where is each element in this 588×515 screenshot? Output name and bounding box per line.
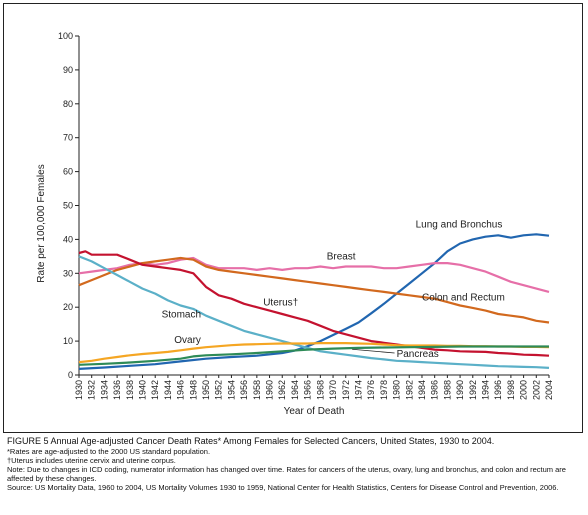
caption-note-rates: *Rates are age-adjusted to the 2000 US s… xyxy=(7,447,211,456)
x-tick-label: 1998 xyxy=(506,380,516,400)
series-label-ovary: Ovary xyxy=(174,335,201,346)
y-tick-label: 70 xyxy=(63,133,73,143)
x-tick-label: 1974 xyxy=(353,380,363,400)
y-tick-label: 100 xyxy=(58,31,73,41)
pancreas-leader-line xyxy=(352,348,395,354)
caption-note-uterus: †Uterus includes uterine cervix and uter… xyxy=(7,456,176,465)
y-tick-label: 80 xyxy=(63,99,73,109)
chart-frame: 0 10 20 30 40 50 60 70 80 90 100 1930 1932 1934 1936 19… xyxy=(3,3,583,433)
y-tick-label: 30 xyxy=(63,268,73,278)
x-tick-label: 1972 xyxy=(341,380,351,400)
series-label-uterus: Uterus† xyxy=(263,298,298,309)
y-tick-label: 20 xyxy=(63,302,73,312)
x-tick-label: 1984 xyxy=(417,380,427,400)
series-line-breast xyxy=(78,256,550,293)
x-tick-label: 1994 xyxy=(480,380,490,400)
series-line-pancreas xyxy=(78,345,549,366)
x-tick-label: 1986 xyxy=(430,380,440,400)
x-tick-label: 1958 xyxy=(252,380,262,400)
x-tick-label: 1940 xyxy=(138,380,148,400)
x-tick-label: 1988 xyxy=(442,380,452,400)
series-line-colon-and-rectum xyxy=(78,256,550,324)
y-tick-label: 90 xyxy=(63,65,73,75)
series-label-colon-and-rectum: Colon and Rectum xyxy=(422,292,505,303)
x-tick-label: 1942 xyxy=(150,380,160,400)
series-label-stomach: Stomach xyxy=(162,309,201,320)
series-line-lung-and-bronchus xyxy=(78,233,550,370)
y-tick-label: 10 xyxy=(63,336,73,346)
x-tick-label: 1934 xyxy=(99,380,109,400)
x-tick-label: 2000 xyxy=(519,380,529,400)
x-tick-label: 1980 xyxy=(392,380,402,400)
x-tick-label: 1956 xyxy=(239,380,249,400)
y-tick-label: 40 xyxy=(63,234,73,244)
x-tick-label: 1960 xyxy=(265,380,275,400)
figure-caption: FIGURE 5 Annual Age-adjusted Cancer Deat… xyxy=(7,436,583,492)
caption-note-source: Source: US Mortality Data, 1960 to 2004,… xyxy=(7,483,559,492)
x-tick-label: 2004 xyxy=(544,380,554,400)
y-tick-label: 50 xyxy=(63,201,73,211)
x-tick-label: 2002 xyxy=(531,380,541,400)
x-tick-label: 1938 xyxy=(125,380,135,400)
x-tick-label: 1992 xyxy=(468,380,478,400)
x-tick-label: 1966 xyxy=(303,380,313,400)
x-tick-label: 1936 xyxy=(112,380,122,400)
caption-title: FIGURE 5 Annual Age-adjusted Cancer Deat… xyxy=(7,436,495,446)
x-tick-label: 1952 xyxy=(214,380,224,400)
x-tick-label: 1968 xyxy=(315,380,325,400)
y-tick-label: 0 xyxy=(68,370,73,380)
x-tick-label: 1982 xyxy=(404,380,414,400)
caption-note-icd: Note: Due to changes in ICD coding, nume… xyxy=(7,465,566,483)
x-tick-label: 1932 xyxy=(87,380,97,400)
series-line-uterus xyxy=(78,250,550,357)
y-tick-label: 60 xyxy=(63,167,73,177)
x-tick-label: 1976 xyxy=(366,380,376,400)
x-tick-label: 1944 xyxy=(163,380,173,400)
x-tick-label: 1948 xyxy=(188,380,198,400)
x-tick-label: 1950 xyxy=(201,380,211,400)
x-tick-label: 1990 xyxy=(455,380,465,400)
x-tick-label: 1954 xyxy=(226,380,236,400)
x-axis-title: Year of Death xyxy=(284,406,345,417)
series-label-pancreas: Pancreas xyxy=(397,349,439,360)
x-tick-label: 1996 xyxy=(493,380,503,400)
x-tick-label: 1946 xyxy=(176,380,186,400)
series-label-lung-and-bronchus: Lung and Bronchus xyxy=(416,220,503,231)
x-tick-label: 1964 xyxy=(290,380,300,400)
x-tick-label: 1970 xyxy=(328,380,338,400)
series-label-breast: Breast xyxy=(327,252,356,263)
x-tick-label: 1930 xyxy=(74,380,84,400)
x-tick-label: 1978 xyxy=(379,380,389,400)
x-tick-label: 1962 xyxy=(277,380,287,400)
y-axis-title: Rate per 100,000 Females xyxy=(36,164,47,282)
